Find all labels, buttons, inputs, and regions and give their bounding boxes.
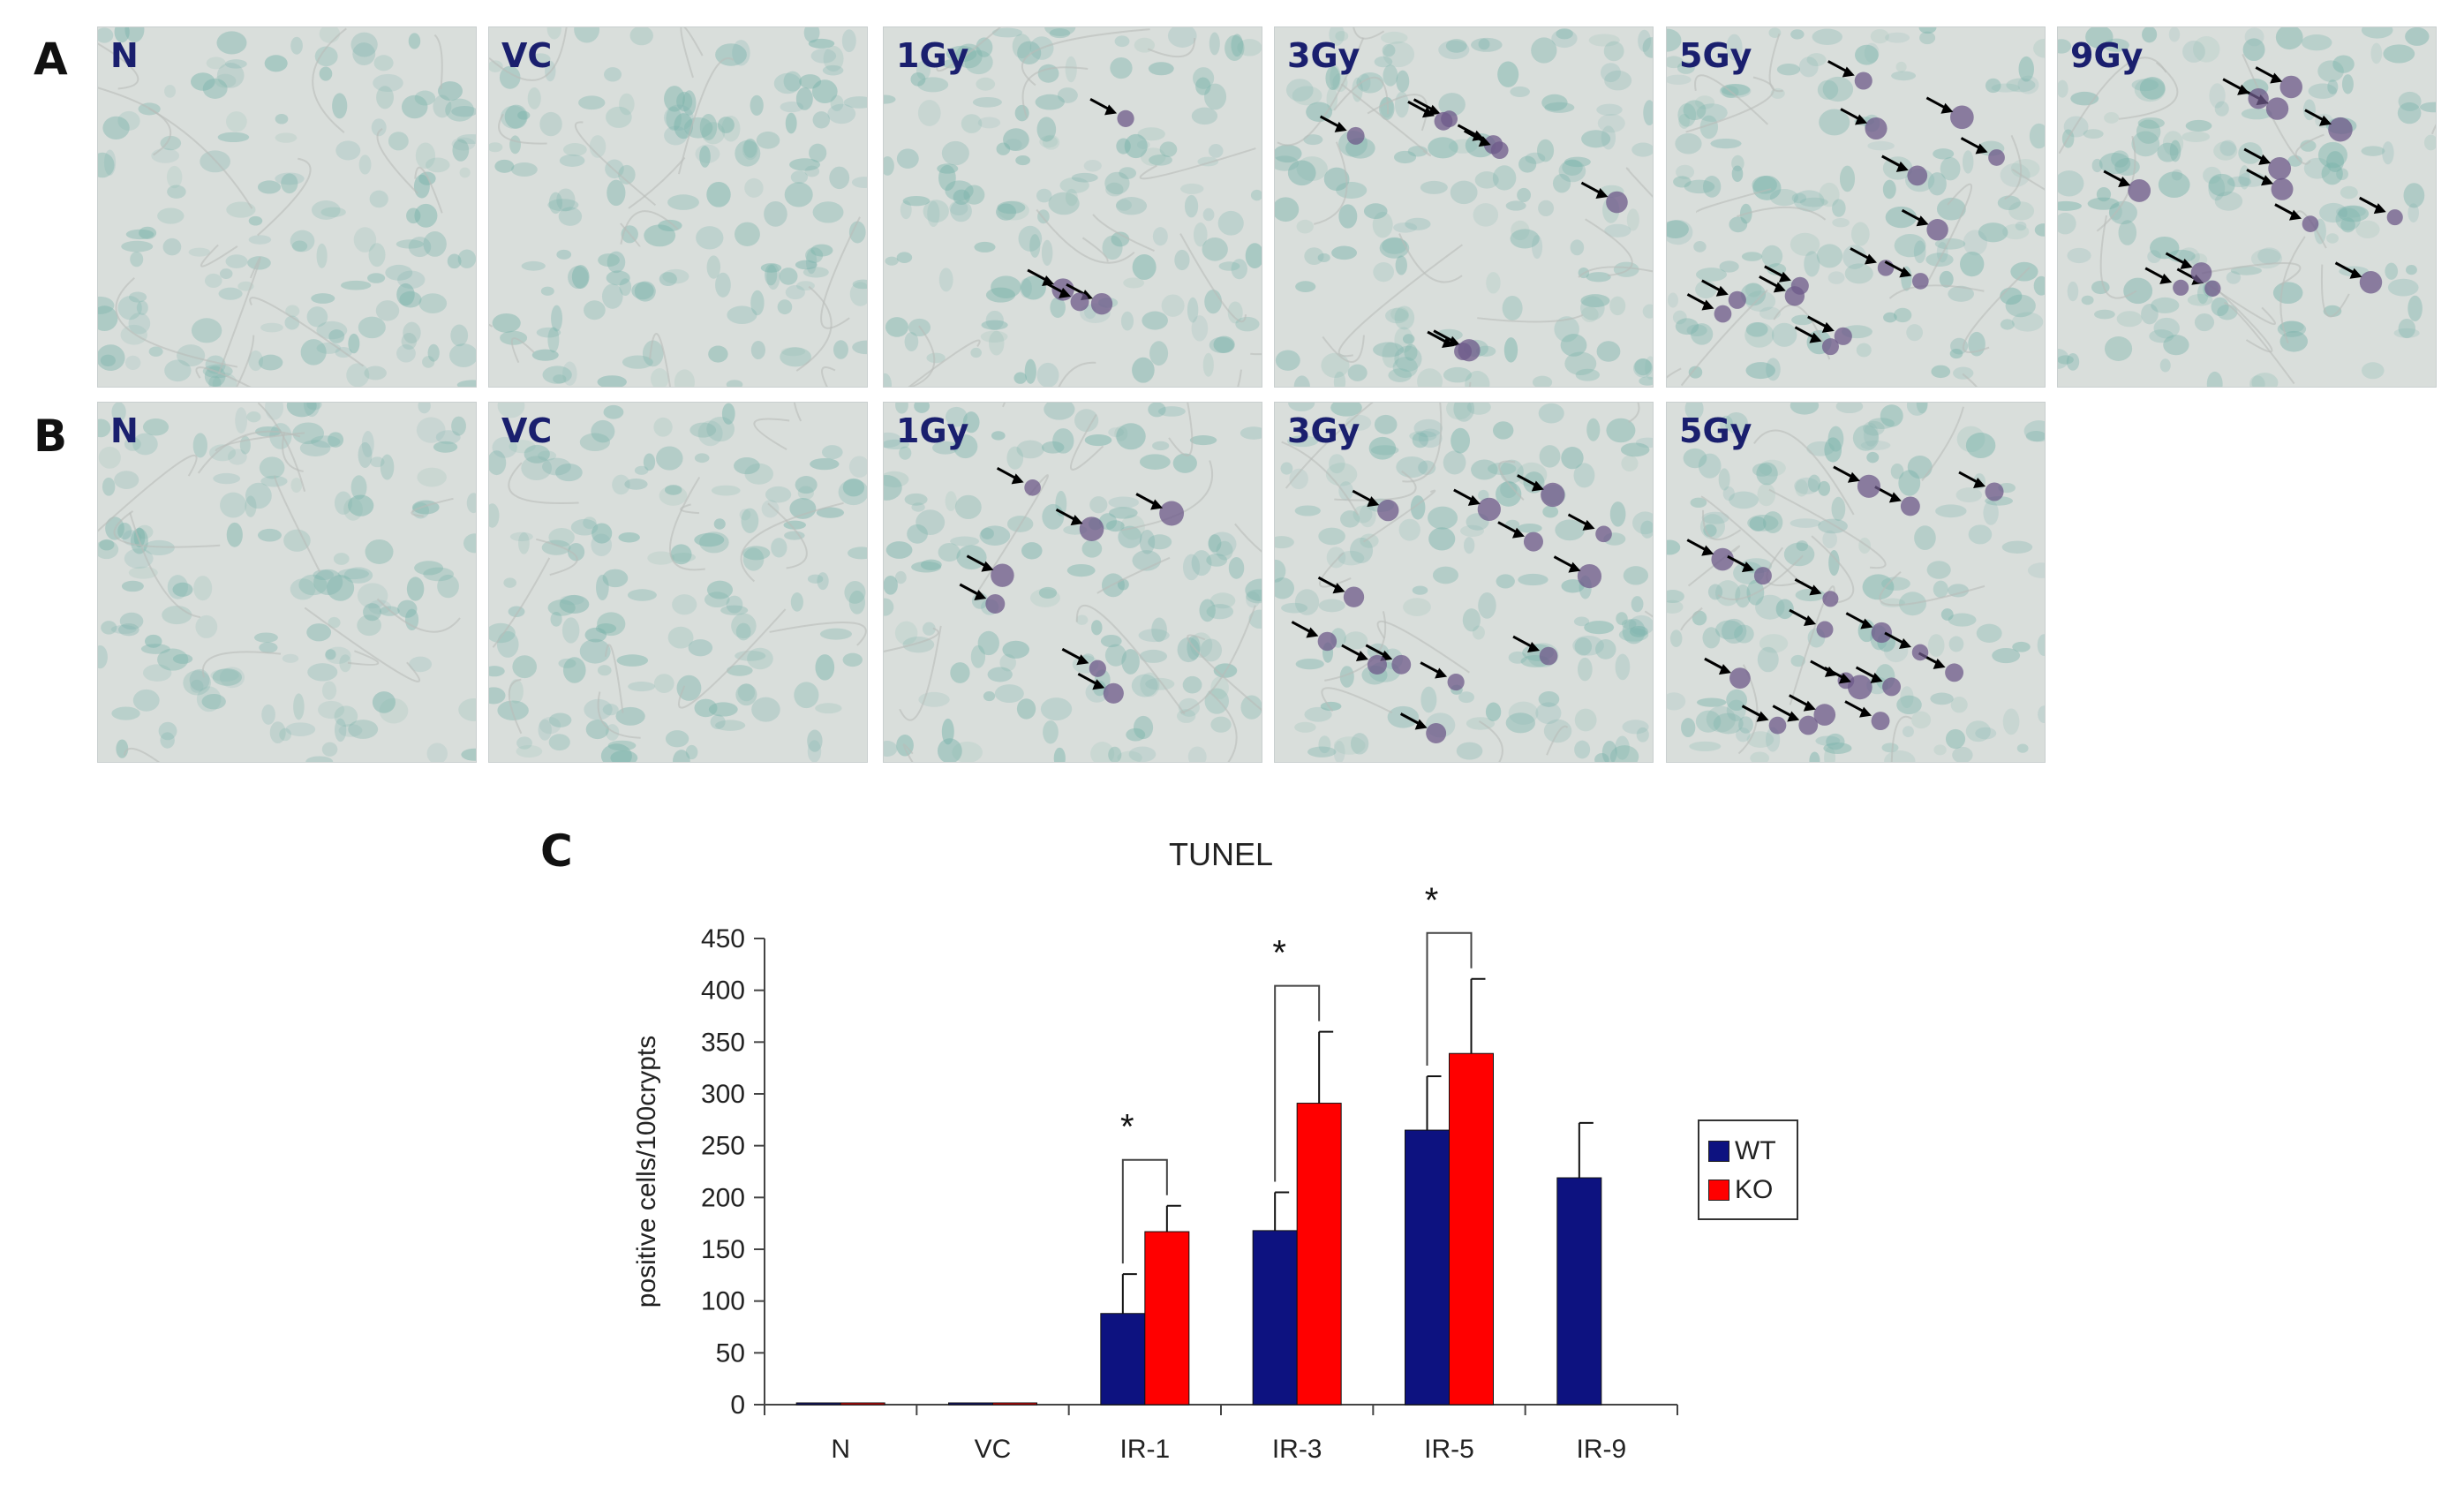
micrograph-a-1: VC [488, 26, 868, 388]
micrograph-b-0: N [97, 402, 477, 763]
bar-ko-ir-1 [1144, 1231, 1190, 1406]
dose-label: VC [501, 411, 553, 450]
legend-item-wt: WT [1708, 1134, 1776, 1169]
tissue-texture [1667, 403, 2045, 762]
bar-ko-ir-3 [1296, 1103, 1342, 1406]
bar-wt-ir-1 [1100, 1313, 1146, 1406]
y-tick-label: 400 [701, 976, 745, 1006]
bar-wt-vc [948, 1402, 993, 1406]
bar-ko-ir-5 [1449, 1052, 1494, 1406]
bar-wt-n [795, 1402, 841, 1406]
x-tick-label: IR-9 [1576, 1435, 1626, 1464]
dose-label: VC [501, 36, 553, 75]
x-tick-label: IR-1 [1119, 1435, 1170, 1464]
y-tick-label: 200 [701, 1183, 745, 1212]
dose-label: 1Gy [896, 411, 969, 450]
panel-c-label: C [540, 825, 573, 877]
tissue-texture [2058, 27, 2436, 387]
tissue-texture [884, 403, 1262, 762]
y-tick-label: 250 [701, 1132, 745, 1161]
chart-legend: WT KO [1698, 1119, 1798, 1220]
y-tick-label: 450 [701, 924, 745, 954]
dose-label: 3Gy [1287, 411, 1360, 450]
panel-b-label: B [34, 411, 68, 462]
significance-bracket [1426, 931, 1473, 1067]
dose-label: 5Gy [1679, 36, 1752, 75]
dose-label: N [110, 36, 139, 75]
micrograph-b-4: 5Gy [1666, 402, 2046, 763]
x-tick-label: N [831, 1435, 850, 1464]
bar-ko-n [840, 1402, 885, 1406]
panel-a-label: A [34, 34, 68, 85]
bar-wt-ir-9 [1556, 1177, 1602, 1406]
micrograph-a-2: 1Gy [883, 26, 1262, 388]
tissue-texture [1275, 403, 1653, 762]
bar-wt-ir-5 [1405, 1129, 1450, 1406]
y-tick-label: 100 [701, 1287, 745, 1316]
x-tick-label: IR-5 [1424, 1435, 1474, 1464]
significance-bracket [1121, 1158, 1168, 1264]
micrograph-a-3: 3Gy [1274, 26, 1654, 388]
bar-ko-vc [992, 1402, 1037, 1406]
y-tick-label: 350 [701, 1028, 745, 1057]
micrograph-b-3: 3Gy [1274, 402, 1654, 763]
micrograph-b-1: VC [488, 402, 868, 763]
legend-label-ko: KO [1735, 1175, 1774, 1204]
tissue-texture [1667, 27, 2045, 387]
tissue-texture [884, 27, 1262, 387]
micrograph-a-4: 5Gy [1666, 26, 2046, 388]
tissue-texture [489, 403, 867, 762]
micrograph-b-2: 1Gy [883, 402, 1262, 763]
chart-title: TUNEL [1169, 836, 1273, 872]
significance-bracket [1274, 984, 1321, 1182]
tissue-texture [1275, 27, 1653, 387]
y-tick-label: 0 [730, 1391, 745, 1420]
y-axis-label: positive cells/100crypts [632, 1036, 661, 1308]
dose-label: 9Gy [2070, 36, 2144, 75]
y-tick-label: 150 [701, 1235, 745, 1264]
legend-swatch-wt [1708, 1141, 1729, 1162]
bar-wt-ir-3 [1252, 1230, 1298, 1406]
dose-label: 1Gy [896, 36, 969, 75]
tissue-texture [489, 27, 867, 387]
dose-label: 5Gy [1679, 411, 1752, 450]
significance-marker: * [1425, 881, 1439, 920]
micrograph-a-5: 9Gy [2057, 26, 2437, 388]
legend-item-ko: KO [1708, 1172, 1773, 1208]
tissue-texture [98, 27, 476, 387]
dose-label: N [110, 411, 139, 450]
x-tick-label: VC [975, 1435, 1012, 1464]
y-tick-label: 50 [716, 1338, 745, 1368]
tissue-texture [98, 403, 476, 762]
micrograph-a-0: N [97, 26, 477, 388]
legend-swatch-ko [1708, 1180, 1729, 1201]
dose-label: 3Gy [1287, 36, 1360, 75]
significance-marker: * [1120, 1108, 1134, 1147]
x-tick-label: IR-3 [1272, 1435, 1322, 1464]
legend-label-wt: WT [1735, 1136, 1776, 1165]
significance-marker: * [1272, 934, 1286, 973]
y-tick-label: 300 [701, 1080, 745, 1109]
